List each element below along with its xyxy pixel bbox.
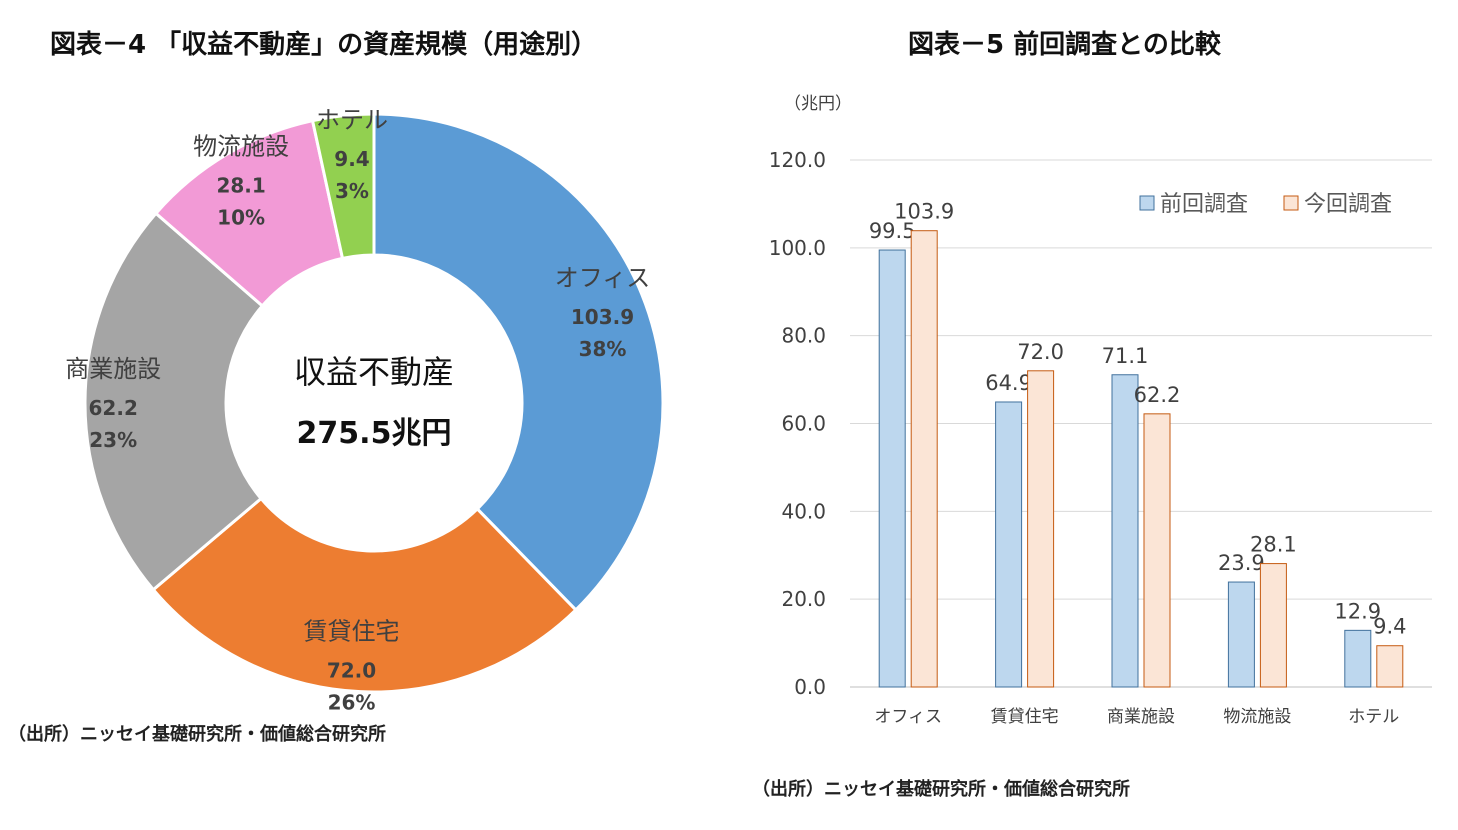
bar-previous <box>1111 374 1139 688</box>
bar-data-label: 72.0 <box>1017 340 1064 364</box>
donut-center-value: 275.5兆円 <box>297 416 452 451</box>
donut-slice-value: 9.4 <box>334 147 369 171</box>
donut-slice-value: 28.1 <box>216 174 265 198</box>
donut-slice-label-group: 物流施設 28.1 10% <box>193 133 289 230</box>
donut-slice-label-group: 商業施設 62.2 23% <box>65 355 161 452</box>
donut-slice-label: 賃貸住宅 <box>304 618 400 646</box>
bar-source-note: （出所）ニッセイ基礎研究所・価値総合研究所 <box>752 779 1130 800</box>
y-axis-unit-label: （兆円） <box>784 94 852 114</box>
donut-slice-label-group: 賃貸住宅 72.0 26% <box>304 618 400 710</box>
bar-previous <box>995 401 1023 688</box>
donut-slice-label: 商業施設 <box>65 355 161 383</box>
bar-current <box>1259 563 1287 688</box>
legend-label: 前回調査 <box>1160 192 1248 217</box>
y-tick-label: 80.0 <box>781 324 826 348</box>
donut-source-note: （出所）ニッセイ基礎研究所・価値総合研究所 <box>8 724 386 745</box>
legend-label: 今回調査 <box>1304 192 1392 217</box>
donut-slice-3 <box>83 211 265 592</box>
donut-slice-5 <box>310 112 376 261</box>
donut-slice-label: オフィス <box>555 264 651 292</box>
legend-swatch-current <box>1283 195 1299 211</box>
donut-chart: オフィス 103.9 38% 賃貸住宅 72.0 26% 商業施設 62.2 23% 物流施設 28… <box>65 106 665 710</box>
bar-current <box>1143 413 1171 688</box>
x-tick-label: 商業施設 <box>1107 707 1175 727</box>
bar-current <box>910 230 938 688</box>
donut-slice-value: 72.0 <box>327 659 376 683</box>
donut-slice-percent: 38% <box>579 337 627 361</box>
bar-data-label: 99.5 <box>869 219 916 243</box>
legend-swatch-previous <box>1139 195 1155 211</box>
bar-current <box>1027 370 1055 688</box>
donut-slice-1 <box>372 112 665 613</box>
bar-previous <box>1344 629 1372 688</box>
bar-data-label: 103.9 <box>894 200 954 224</box>
y-tick-label: 0.0 <box>794 675 826 699</box>
donut-slice-percent: 26% <box>328 691 376 710</box>
donut-slice-2 <box>151 496 578 694</box>
bar-chart: （兆円） 0.0 20.0 40.0 60.0 80.0 100.0 120.0 オフィス 99.… <box>769 94 1432 727</box>
donut-chart-title: 図表－4 「収益不動産」の資産規模（用途別） <box>50 30 598 60</box>
donut-slice-value: 62.2 <box>89 396 138 420</box>
x-tick-label: 物流施設 <box>1223 707 1291 727</box>
donut-slice-percent: 23% <box>89 428 137 452</box>
donut-slice-label: ホテル <box>316 106 388 134</box>
y-tick-label: 60.0 <box>781 412 826 436</box>
bar-data-label: 64.9 <box>985 371 1032 395</box>
x-tick-label: 賃貸住宅 <box>991 707 1059 727</box>
donut-center-label: 収益不動産 <box>294 353 454 391</box>
bar-previous <box>1227 581 1255 688</box>
y-tick-label: 40.0 <box>781 499 826 523</box>
y-tick-label: 100.0 <box>769 236 826 260</box>
bar-data-label: 28.1 <box>1250 533 1297 557</box>
bar-data-label: 62.2 <box>1134 383 1181 407</box>
bar-previous <box>878 249 906 688</box>
y-tick-label: 20.0 <box>781 587 826 611</box>
donut-slice-percent: 10% <box>217 206 265 230</box>
donut-slice-label-group: ホテル 9.4 3% <box>316 106 388 203</box>
bar-data-label: 71.1 <box>1102 344 1149 368</box>
bar-chart-title: 図表－5 前回調査との比較 <box>908 30 1221 60</box>
donut-slice-label-group: オフィス 103.9 38% <box>555 264 651 361</box>
x-tick-label: ホテル <box>1348 707 1399 727</box>
x-tick-label: オフィス <box>874 707 942 727</box>
donut-slice-percent: 3% <box>335 179 369 203</box>
donut-slice-label: 物流施設 <box>193 133 289 161</box>
bar-data-label: 23.9 <box>1218 551 1265 575</box>
bar-data-label: 12.9 <box>1334 599 1381 623</box>
y-tick-label: 120.0 <box>769 148 826 172</box>
bar-current <box>1376 645 1404 688</box>
donut-slice-value: 103.9 <box>571 305 634 329</box>
bar-data-label: 9.4 <box>1373 615 1406 639</box>
